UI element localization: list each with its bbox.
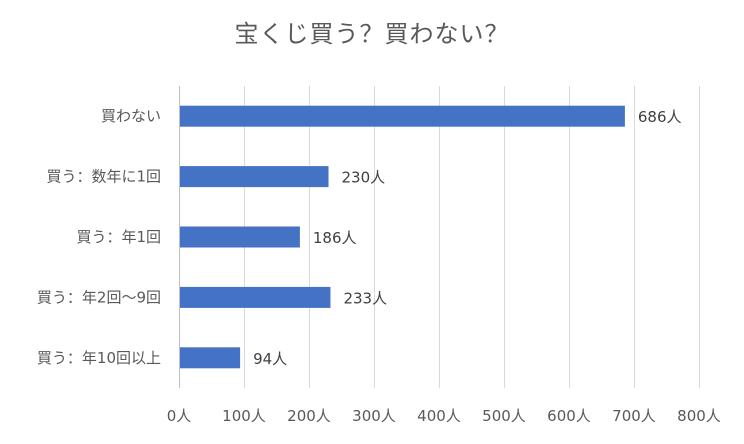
x-tick-label: 600人 [547,407,591,425]
x-tick-label: 0人 [167,407,192,425]
category-label: 買う：数年に1回 [46,168,161,186]
x-tick-label: 500人 [482,407,526,425]
category-label: 買う：年10回以上 [37,349,161,367]
chart-title: 宝くじ買う？買わない？ [234,20,510,48]
x-tick-label: 400人 [417,407,461,425]
category-label: 買う：年1回 [76,228,161,246]
bar [180,347,241,369]
bar [180,286,331,308]
category-label: 買わない [101,107,161,125]
category-label: 買う：年2回〜9回 [37,288,161,306]
x-tick-label: 800人 [677,407,721,425]
x-tick-label: 700人 [612,407,656,425]
bar [180,105,625,127]
bar [180,166,329,188]
data-label: 230人 [342,169,386,187]
bar [180,226,300,248]
data-label: 94人 [253,350,287,368]
data-label: 233人 [343,289,387,307]
x-tick-label: 200人 [287,407,331,425]
data-label: 686人 [638,108,682,126]
data-label: 186人 [313,229,357,247]
x-tick-label: 100人 [222,407,266,425]
x-tick-label: 300人 [352,407,396,425]
